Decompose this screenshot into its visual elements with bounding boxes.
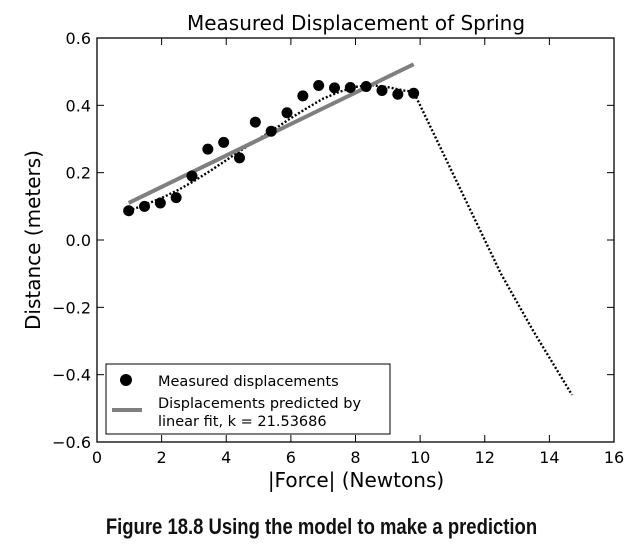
data-point [376, 85, 388, 97]
x-tick-label: 0 [92, 448, 102, 467]
legend-label: Displacements predicted by [158, 396, 361, 412]
legend-box [105, 363, 391, 435]
data-point [233, 152, 245, 164]
y-tick-label: −0.4 [52, 366, 91, 385]
series-2-dotted-line [128, 83, 574, 396]
data-point [249, 116, 261, 128]
data-point [123, 205, 135, 217]
y-tick-label: −0.6 [52, 433, 91, 452]
data-point [202, 143, 214, 155]
x-tick-label: 12 [475, 448, 495, 467]
data-point [392, 88, 404, 100]
x-tick-label: 8 [350, 448, 360, 467]
legend-label: linear fit, k = 21.53686 [158, 414, 327, 430]
x-tick-label: 10 [410, 448, 430, 467]
x-tick-label: 16 [604, 448, 624, 467]
data-point [297, 90, 309, 102]
data-point [154, 197, 166, 209]
data-point [138, 200, 150, 212]
y-tick-label: 0.2 [66, 164, 91, 183]
x-tick-label: 4 [221, 448, 231, 467]
data-point [328, 82, 340, 94]
data-point [281, 107, 293, 119]
x-tick-label: 2 [157, 448, 167, 467]
data-point [218, 136, 230, 148]
data-point [313, 79, 325, 91]
y-tick-label: −0.2 [52, 298, 91, 317]
data-point [265, 125, 277, 137]
data-point [360, 80, 372, 92]
legend-point-marker [120, 374, 132, 386]
y-tick-label: 0.6 [66, 29, 91, 48]
y-tick-label: 0.4 [66, 96, 91, 115]
data-point [408, 87, 420, 99]
x-tick-label: 14 [539, 448, 559, 467]
figure-caption: Figure 18.8 Using the model to make a pr… [105, 514, 538, 539]
x-tick-label: 6 [286, 448, 296, 467]
data-point [186, 170, 198, 182]
data-point [170, 192, 182, 204]
y-axis-label: Distance (meters) [21, 150, 45, 330]
legend-label: Measured displacements [158, 374, 339, 390]
legend: Measured displacements Displacements pred… [105, 363, 391, 435]
data-point [344, 81, 356, 93]
x-axis-label: |Force| (Newtons) [268, 468, 444, 492]
chart-title: Measured Displacement of Spring [187, 11, 525, 35]
chart: Measured Displacement of Spring Distance… [21, 11, 624, 492]
y-tick-label: 0.0 [66, 231, 91, 250]
